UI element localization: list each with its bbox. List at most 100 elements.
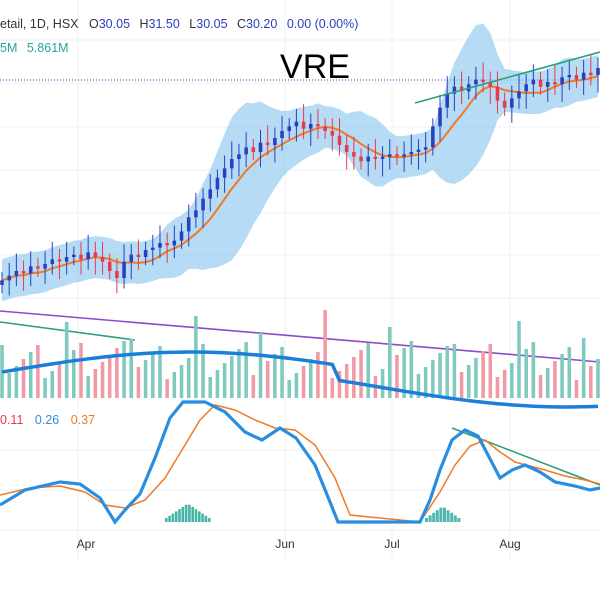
- oscillator-header: 0.11 0.26 0.37: [0, 413, 95, 427]
- volume-bar: [208, 377, 213, 398]
- high-value: 31.50: [148, 17, 180, 31]
- candle-body: [179, 231, 184, 241]
- candle-body: [416, 149, 421, 152]
- candle-body: [423, 147, 428, 150]
- volume-bar: [136, 367, 141, 398]
- candle-body: [538, 79, 543, 87]
- volume-bar: [517, 321, 521, 398]
- histogram-bar: [191, 507, 194, 522]
- x-tick-label: Jun: [275, 537, 294, 551]
- volume-bar: [409, 341, 414, 398]
- histogram-bar: [432, 512, 436, 522]
- volume-bar: [158, 346, 162, 398]
- histogram-bar: [453, 515, 457, 522]
- volume-bar: [36, 345, 40, 398]
- candle-body: [265, 142, 270, 145]
- volume-bar: [93, 369, 98, 398]
- volume-bar: [280, 347, 284, 398]
- volume-bar: [574, 380, 579, 398]
- candle-body: [143, 250, 148, 257]
- histogram-bar: [194, 509, 198, 522]
- volume-bar: [151, 353, 155, 398]
- volume-bar: [215, 370, 220, 398]
- candle-body: [165, 243, 169, 246]
- candle-body: [431, 126, 435, 148]
- volume-bar: [194, 316, 198, 398]
- candle-body: [395, 154, 399, 157]
- volume-bar: [21, 359, 26, 398]
- candle-body: [43, 264, 47, 269]
- volume-bar: [488, 344, 493, 398]
- candle-body: [107, 261, 112, 271]
- candle-body: [208, 189, 213, 199]
- volume-bar: [323, 310, 327, 398]
- histogram-bar: [201, 513, 204, 522]
- close-value: 30.20: [246, 17, 278, 31]
- volume-bar: [395, 355, 399, 398]
- candle-body: [222, 168, 227, 178]
- volume-bar: [165, 379, 169, 398]
- volume-bar: [316, 352, 320, 398]
- volume-bar: [431, 360, 435, 398]
- volume-bar: [301, 366, 306, 398]
- close-label: C: [237, 17, 247, 31]
- candle-body: [237, 154, 241, 159]
- histogram-bar: [207, 518, 211, 522]
- volume-bar: [222, 363, 227, 398]
- candle-body: [136, 254, 141, 257]
- candle-body: [380, 156, 385, 159]
- candle-body: [474, 79, 478, 85]
- volume-bar: [330, 378, 335, 398]
- volume-bar: [100, 362, 105, 398]
- candle-body: [409, 152, 414, 155]
- candle-body: [251, 147, 256, 152]
- candle-body: [0, 280, 4, 285]
- candle-body: [495, 86, 500, 101]
- candle-body: [172, 240, 177, 246]
- volume-bar: [251, 375, 256, 398]
- volume-bar: [179, 365, 184, 398]
- histogram-bar: [188, 504, 191, 522]
- candle-body: [93, 252, 98, 257]
- histogram-bar: [450, 512, 454, 522]
- candle-body: [323, 126, 327, 131]
- candle-body: [186, 217, 191, 232]
- x-tick-label: Apr: [77, 537, 96, 551]
- candle-body: [129, 254, 134, 262]
- volume-bar: [495, 377, 500, 398]
- candle-body: [50, 259, 55, 264]
- candle-body: [14, 271, 19, 276]
- volume-bar: [387, 327, 392, 398]
- candle-body: [344, 145, 349, 152]
- volume-ma-label: 5M: [0, 41, 18, 55]
- volume-bar: [380, 369, 385, 398]
- high-label: H: [139, 17, 149, 31]
- volume-bar: [474, 358, 478, 398]
- histogram-bar: [443, 507, 446, 522]
- symbol-watermark: VRE: [280, 48, 350, 86]
- candle-body: [524, 84, 528, 92]
- volume-trendline-purple: [0, 310, 600, 363]
- volume-bar: [244, 342, 248, 398]
- candle-body: [531, 79, 536, 85]
- candle-body: [481, 79, 485, 82]
- candle-body: [589, 72, 593, 75]
- osc-value-3: 0.37: [70, 413, 96, 427]
- volume-bar: [122, 341, 126, 398]
- ohlc-header: etail, 1D, HSX O30.05 H31.50 L30.05 C30.…: [0, 17, 358, 31]
- volume-bar: [287, 380, 292, 398]
- volume-bar: [352, 357, 356, 398]
- candle-body: [459, 86, 464, 92]
- volume-bar: [366, 343, 370, 398]
- histogram-bar: [446, 510, 450, 522]
- volume-bar: [445, 346, 449, 398]
- histogram-bar: [428, 515, 432, 522]
- oscillator-pane: [0, 400, 600, 525]
- candle-body: [72, 254, 76, 257]
- candle-body: [545, 82, 550, 87]
- candle-body: [294, 121, 299, 127]
- histogram-bar: [204, 515, 208, 522]
- volume-bar: [545, 368, 550, 398]
- candle-body: [445, 93, 449, 108]
- candle-body: [337, 135, 342, 145]
